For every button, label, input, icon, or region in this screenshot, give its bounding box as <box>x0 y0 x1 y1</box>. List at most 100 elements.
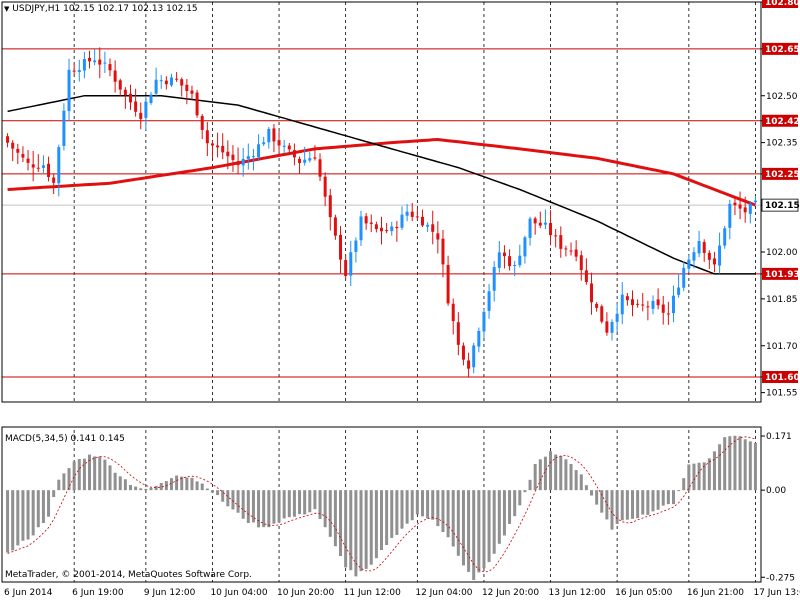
candle-body <box>718 245 722 266</box>
candle-body <box>508 256 512 267</box>
candle <box>651 295 655 315</box>
candle-body <box>169 77 173 86</box>
candle <box>753 195 757 205</box>
candle-body <box>175 78 179 80</box>
macd-bar <box>77 458 81 491</box>
candle-body <box>753 200 757 203</box>
price-tick-label: 102.65 <box>765 45 800 55</box>
candle-body <box>354 240 358 252</box>
candle <box>205 122 209 157</box>
macd-bar <box>631 490 634 519</box>
chart-header: ▼ USDJPY,H1 102.15 102.17 102.13 102.15 <box>4 3 198 15</box>
macd-bar <box>380 490 383 551</box>
moving-average-black <box>7 94 756 275</box>
candle-body <box>666 313 670 315</box>
macd-bar <box>98 456 102 491</box>
macd-bar <box>236 490 240 513</box>
candle-body <box>113 70 117 82</box>
macd-bar <box>36 490 40 528</box>
candle <box>369 214 373 233</box>
macd-bar <box>426 490 430 519</box>
candle <box>36 154 40 172</box>
candle <box>738 191 742 220</box>
candle-body <box>446 264 450 304</box>
macd-bar <box>185 477 189 491</box>
candle-body <box>431 224 435 232</box>
price-tick-label: 102.50 <box>766 92 798 102</box>
candle <box>748 200 752 224</box>
macd-bar <box>543 456 547 491</box>
candle-body <box>21 154 25 158</box>
candle-body <box>77 69 81 72</box>
candle-body <box>697 241 701 254</box>
candle-body <box>93 60 97 63</box>
time-tick-label: 10 Jun 20:00 <box>277 588 334 598</box>
candle <box>16 143 20 165</box>
macd-bar <box>641 490 645 515</box>
candle <box>554 229 558 248</box>
macd-bar <box>395 490 399 535</box>
candle <box>666 301 670 325</box>
candle <box>702 239 706 262</box>
price-tick-label: 101.60 <box>765 373 800 383</box>
candle-body <box>641 304 645 306</box>
candle-body <box>267 128 271 143</box>
macd-bar <box>103 459 107 491</box>
macd-bar <box>446 490 450 538</box>
price-panel-frame <box>1 1 762 403</box>
macd-bar <box>374 490 378 559</box>
candle-body <box>702 242 706 253</box>
candle <box>98 47 102 79</box>
candle-body <box>671 295 675 314</box>
macd-bar <box>129 485 132 491</box>
macd-bar <box>682 478 686 491</box>
candle-body <box>272 128 276 142</box>
macd-bar <box>67 468 71 491</box>
candle <box>82 51 86 79</box>
candle <box>641 292 645 312</box>
candle-body <box>226 151 230 157</box>
candle-body <box>569 250 573 252</box>
candle-body <box>88 57 92 62</box>
macd-bar <box>210 490 214 493</box>
candle <box>595 302 599 312</box>
price-tick-label: 102.25 <box>765 170 800 180</box>
macd-bar <box>559 456 563 491</box>
macd-bar <box>738 436 742 491</box>
candle <box>446 255 450 306</box>
candle <box>456 312 460 356</box>
macd-bar <box>492 490 496 554</box>
candle <box>139 102 143 130</box>
macd-bar <box>333 490 337 547</box>
price-label-box <box>762 42 798 55</box>
candle <box>154 67 158 98</box>
macd-bar <box>205 488 209 491</box>
candle <box>226 140 230 170</box>
macd-bar <box>549 451 553 491</box>
dropdown-arrow-icon[interactable]: ▼ <box>4 5 10 13</box>
macd-bar <box>502 490 506 536</box>
candle <box>241 147 245 177</box>
candle <box>118 78 122 96</box>
time-tick-label: 6 Jun 2014 <box>4 588 53 598</box>
macd-bar <box>262 490 266 528</box>
symbol-ohlc: USDJPY,H1 102.15 102.17 102.13 102.15 <box>12 4 198 14</box>
candle <box>405 204 409 222</box>
candle-body <box>129 93 132 103</box>
candle-body <box>72 70 76 72</box>
macd-bar <box>625 490 629 520</box>
candle-body <box>333 217 337 236</box>
candle-body <box>692 252 696 261</box>
macd-bar <box>753 443 757 491</box>
candle-body <box>139 112 143 119</box>
macd-bar <box>697 462 701 491</box>
macd-bar <box>723 437 727 491</box>
macd-bar <box>16 490 20 546</box>
candle <box>646 300 650 321</box>
candle <box>661 295 665 325</box>
time-tick-label: 13 Jun 12:00 <box>549 588 606 598</box>
candle <box>262 136 266 147</box>
candle <box>195 89 199 118</box>
candle-body <box>723 228 727 246</box>
